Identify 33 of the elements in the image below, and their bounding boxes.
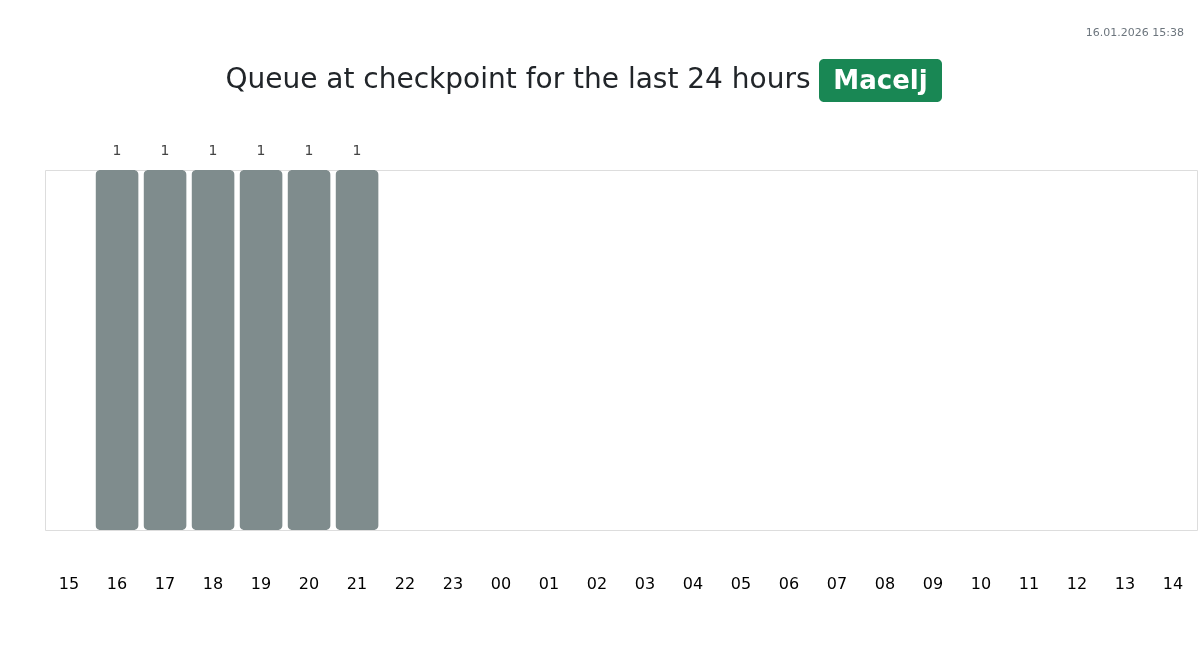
x-tick-label: 17 xyxy=(154,573,176,593)
x-tick-label: 02 xyxy=(586,573,608,593)
chart-subtitle: Macelj xyxy=(833,65,928,95)
x-tick-label: 10 xyxy=(970,573,992,593)
x-tick-label: 11 xyxy=(1018,573,1040,593)
x-tick-label: 22 xyxy=(394,573,416,593)
x-tick-label: 21 xyxy=(346,573,368,593)
x-tick-label: 18 xyxy=(202,573,224,593)
x-tick-label: 00 xyxy=(490,573,512,593)
x-tick-label: 03 xyxy=(634,573,656,593)
x-tick-label: 05 xyxy=(730,573,752,593)
x-tick-label: 12 xyxy=(1066,573,1088,593)
x-tick-label: 09 xyxy=(922,573,944,593)
x-tick-label: 06 xyxy=(778,573,800,593)
x-tick-label: 15 xyxy=(58,573,80,593)
data-label: 1 xyxy=(256,142,266,158)
x-tick-label: 14 xyxy=(1162,573,1184,593)
data-label: 1 xyxy=(160,142,170,158)
x-tick-label: 08 xyxy=(874,573,896,593)
data-label: 1 xyxy=(208,142,218,158)
x-tick-label: 16 xyxy=(106,573,128,593)
x-tick-label: 20 xyxy=(298,573,320,593)
data-label: 1 xyxy=(112,142,122,158)
data-label: 1 xyxy=(352,142,362,158)
x-tick-label: 07 xyxy=(826,573,848,593)
chart-title: Queue at checkpoint for the last 24 hours xyxy=(225,62,811,95)
x-tick-label: 04 xyxy=(682,573,704,593)
data-label: 1 xyxy=(304,142,314,158)
x-tick-label: 23 xyxy=(442,573,464,593)
text: 16.01.2026 15:38 xyxy=(1085,26,1184,39)
x-tick-label: 01 xyxy=(538,573,560,593)
x-tick-label: 13 xyxy=(1114,573,1136,593)
x-tick-label: 19 xyxy=(250,573,272,593)
